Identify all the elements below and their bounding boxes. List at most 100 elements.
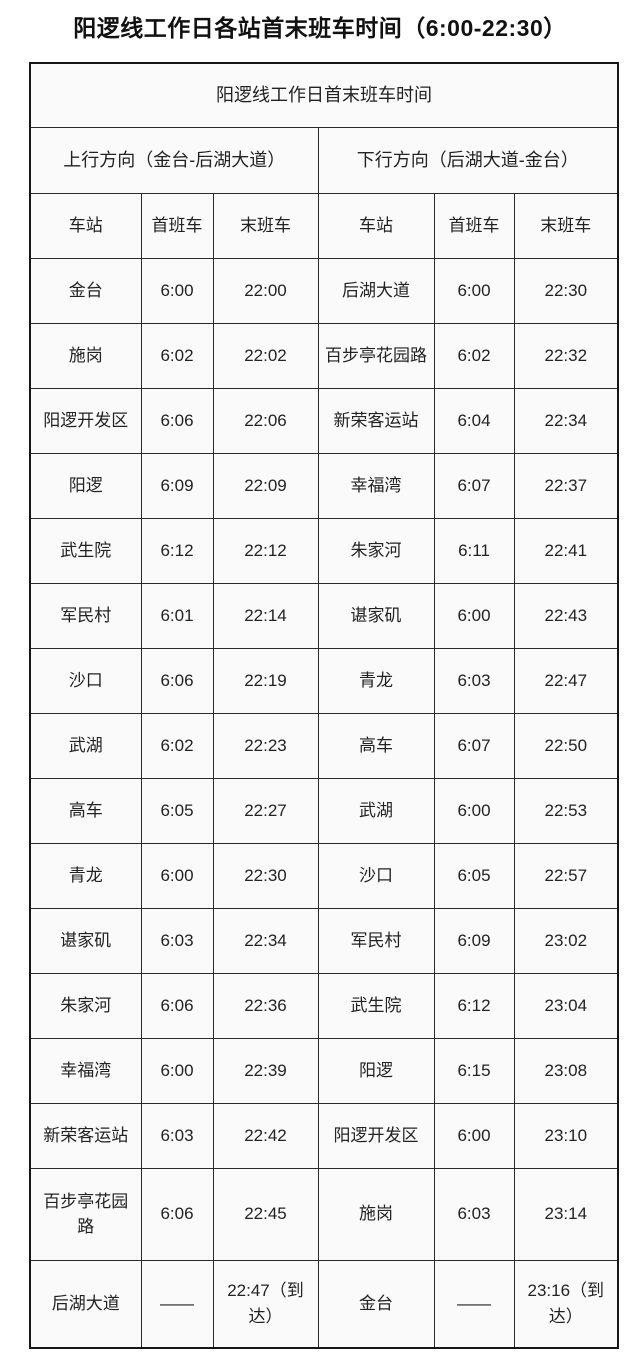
first-train-cell: 6:05 (433, 842, 515, 909)
first-train-cell: 6:11 (433, 517, 515, 584)
station-cell: 施岗 (29, 322, 142, 389)
first-train-cell: 6:05 (140, 777, 214, 844)
last-train-cell: 22:41 (513, 517, 619, 584)
station-cell: 朱家河 (317, 517, 435, 584)
direction-header-row: 上行方向（金台-后湖大道） 下行方向（后湖大道-金台） (29, 126, 619, 194)
first-train-cell: 6:06 (140, 387, 214, 454)
first-train-cell: 6:09 (140, 452, 214, 519)
first-train-cell: 6:15 (433, 1037, 515, 1104)
table-title: 阳逻线工作日首末班车时间 (29, 62, 619, 128)
station-cell: 青龙 (317, 647, 435, 714)
first-train-cell: 6:02 (140, 712, 214, 779)
last-train-cell: 22:02 (212, 322, 319, 389)
table-row: 百步亭花园路 6:06 22:45 施岗 6:03 23:14 (29, 1167, 619, 1261)
timetable-body: 金台 6:00 22:00 后湖大道 6:00 22:30 施岗 6:02 22:02 百步亭花园… (29, 257, 619, 1349)
station-cell: 阳逻开发区 (29, 387, 142, 454)
last-train-cell: 22:53 (513, 777, 619, 844)
table-row: 高车 6:05 22:27 武湖 6:00 22:53 (29, 777, 619, 844)
station-cell: 朱家河 (29, 972, 142, 1039)
station-cell: 高车 (317, 712, 435, 779)
table-row: 阳逻开发区 6:06 22:06 新荣客运站 6:04 22:34 (29, 387, 619, 454)
station-cell: 新荣客运站 (317, 387, 435, 454)
table-title-row: 阳逻线工作日首末班车时间 (29, 62, 619, 128)
last-train-cell: 22:06 (212, 387, 319, 454)
first-train-cell: 6:00 (140, 1037, 214, 1104)
first-train-cell: 6:12 (433, 972, 515, 1039)
station-cell: 百步亭花园路 (29, 1167, 142, 1261)
last-train-cell: 22:09 (212, 452, 319, 519)
first-train-cell: 6:00 (433, 257, 515, 324)
station-cell: 阳逻 (317, 1037, 435, 1104)
first-train-cell: 6:06 (140, 1167, 214, 1261)
station-cell: 谌家矶 (317, 582, 435, 649)
station-cell: 幸福湾 (29, 1037, 142, 1104)
station-cell: 施岗 (317, 1167, 435, 1261)
last-train-cell: 22:12 (212, 517, 319, 584)
first-train-cell: 6:03 (140, 1102, 214, 1169)
last-train-cell: 22:45 (212, 1167, 319, 1261)
last-train-cell: 22:39 (212, 1037, 319, 1104)
last-train-cell: 23:02 (513, 907, 619, 974)
first-train-cell: 6:00 (433, 1102, 515, 1169)
first-train-cell: 6:00 (433, 777, 515, 844)
direction-down-header: 下行方向（后湖大道-金台） (317, 126, 619, 194)
last-train-cell: 22:34 (212, 907, 319, 974)
table-row: 武湖 6:02 22:23 高车 6:07 22:50 (29, 712, 619, 779)
station-cell: 阳逻开发区 (317, 1102, 435, 1169)
station-cell: 高车 (29, 777, 142, 844)
station-cell: 谌家矶 (29, 907, 142, 974)
first-train-cell: 6:02 (433, 322, 515, 389)
column-header: 末班车 (212, 192, 319, 259)
first-train-cell: 6:06 (140, 972, 214, 1039)
table-row: 新荣客运站 6:03 22:42 阳逻开发区 6:00 23:10 (29, 1102, 619, 1169)
last-train-cell: 22:30 (212, 842, 319, 909)
station-cell: 武湖 (317, 777, 435, 844)
last-train-cell: 22:57 (513, 842, 619, 909)
table-row: 沙口 6:06 22:19 青龙 6:03 22:47 (29, 647, 619, 714)
table-row: 施岗 6:02 22:02 百步亭花园路 6:02 22:32 (29, 322, 619, 389)
page-title: 阳逻线工作日各站首末班车时间（6:00-22:30） (73, 15, 567, 41)
station-cell: 武生院 (317, 972, 435, 1039)
station-cell: 军民村 (29, 582, 142, 649)
station-cell: 后湖大道 (317, 257, 435, 324)
station-cell: 武生院 (29, 517, 142, 584)
first-train-cell: 6:09 (433, 907, 515, 974)
first-train-cell: 6:06 (140, 647, 214, 714)
last-train-cell: 22:19 (212, 647, 319, 714)
first-train-cell: 6:03 (433, 1167, 515, 1261)
table-row: 朱家河 6:06 22:36 武生院 6:12 23:04 (29, 972, 619, 1039)
first-train-cell: 6:04 (433, 387, 515, 454)
last-train-cell: 23:08 (513, 1037, 619, 1104)
first-train-cell: 6:00 (140, 842, 214, 909)
last-train-cell: 23:14 (513, 1167, 619, 1261)
first-train-cell: —— (140, 1259, 214, 1349)
station-cell: 金台 (29, 257, 142, 324)
table-row: 幸福湾 6:00 22:39 阳逻 6:15 23:08 (29, 1037, 619, 1104)
last-train-cell: 22:27 (212, 777, 319, 844)
column-header: 车站 (317, 192, 435, 259)
table-row: 武生院 6:12 22:12 朱家河 6:11 22:41 (29, 517, 619, 584)
first-train-cell: —— (433, 1259, 515, 1349)
last-train-cell: 23:16（到达） (513, 1259, 619, 1349)
first-train-cell: 6:01 (140, 582, 214, 649)
station-cell: 幸福湾 (317, 452, 435, 519)
first-train-cell: 6:02 (140, 322, 214, 389)
first-train-cell: 6:03 (140, 907, 214, 974)
last-train-cell: 22:23 (212, 712, 319, 779)
first-train-cell: 6:03 (433, 647, 515, 714)
last-train-cell: 22:00 (212, 257, 319, 324)
last-train-cell: 22:42 (212, 1102, 319, 1169)
last-train-cell: 22:34 (513, 387, 619, 454)
table-row: 后湖大道 —— 22:47（到达） 金台 —— 23:16（到达） (29, 1259, 619, 1349)
last-train-cell: 23:04 (513, 972, 619, 1039)
direction-up-header: 上行方向（金台-后湖大道） (29, 126, 319, 194)
last-train-cell: 22:37 (513, 452, 619, 519)
last-train-cell: 23:10 (513, 1102, 619, 1169)
station-cell: 沙口 (317, 842, 435, 909)
table-row: 阳逻 6:09 22:09 幸福湾 6:07 22:37 (29, 452, 619, 519)
last-train-cell: 22:14 (212, 582, 319, 649)
station-cell: 阳逻 (29, 452, 142, 519)
table-row: 青龙 6:00 22:30 沙口 6:05 22:57 (29, 842, 619, 909)
last-train-cell: 22:47 (513, 647, 619, 714)
